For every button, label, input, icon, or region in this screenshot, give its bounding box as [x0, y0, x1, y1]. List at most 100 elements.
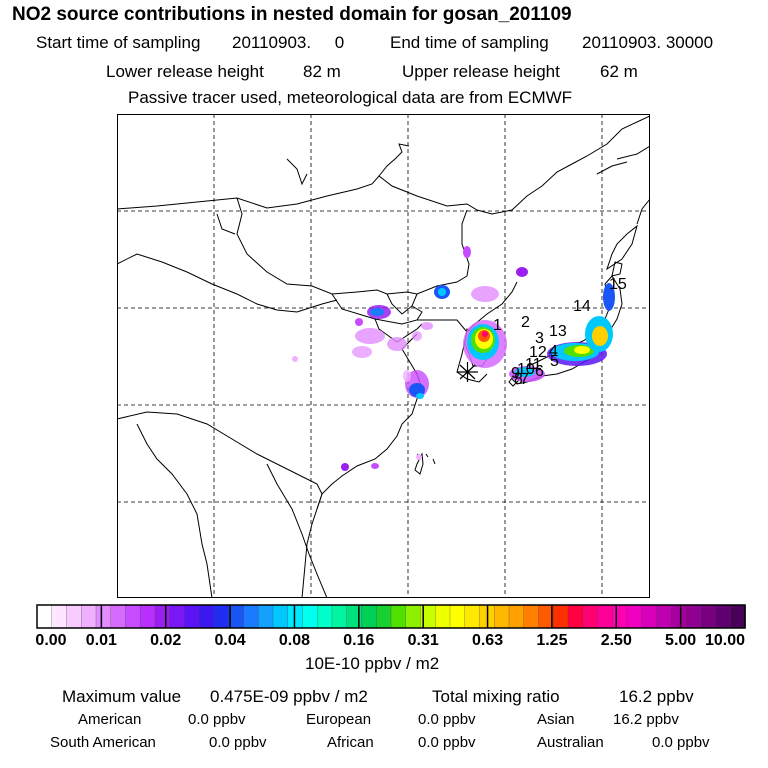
colorbar-tick-label: 0.63 — [471, 632, 504, 649]
start-time-label: Start time of sampling — [36, 33, 201, 52]
colorbar-cell — [405, 604, 422, 629]
upper-release-label: Upper release height — [402, 62, 560, 81]
receptor-label: 5 — [550, 353, 559, 370]
colorbar-cell — [184, 604, 201, 629]
receptor-labels: 1 2 3 13 12 4 5 11 10 6 9 8 7 14 15 — [493, 276, 627, 388]
colorbar-cell — [508, 604, 525, 629]
colorbar-tick-label: 0.02 — [150, 632, 182, 649]
total-mixing-value: 16.2 ppbv — [619, 687, 694, 706]
colorbar-cell — [376, 604, 392, 629]
colorbar-cell — [331, 604, 348, 629]
receptor-label: 2 — [521, 314, 530, 331]
colorbar-cell — [715, 604, 732, 629]
colorbar-cell — [36, 604, 53, 629]
end-time-value: 20110903. 30000 — [582, 33, 714, 52]
max-value: 0.475E-09 ppbv / m2 — [210, 687, 368, 706]
colorbar-cell — [361, 604, 378, 629]
receptor-label: 8 — [514, 371, 523, 388]
contribution-plumes — [292, 246, 615, 471]
figure-title: NO2 source contributions in nested domai… — [12, 4, 572, 25]
lower-release-value: 82 m — [303, 62, 341, 81]
colorbar-cell — [464, 604, 481, 629]
region-value: 0.0 ppbv — [418, 734, 476, 751]
colorbar-cell — [582, 604, 599, 629]
colorbar-cell — [317, 604, 333, 629]
colorbar-cell — [169, 604, 186, 629]
region-name: South American — [50, 734, 156, 751]
plume-china-east — [292, 246, 528, 471]
end-time-label: End time of sampling — [390, 33, 549, 52]
colorbar-cell — [110, 604, 127, 629]
receptor-label: 11 — [525, 356, 542, 373]
region-name: African — [327, 734, 374, 751]
colorbar-tick-label: 10.00 — [704, 632, 746, 649]
colorbar-cell — [553, 604, 569, 629]
region-value: 0.0 ppbv — [418, 711, 476, 728]
colorbar-cell — [685, 604, 702, 629]
receptor-label: 10 — [517, 361, 535, 378]
receptor-label: 4 — [549, 343, 558, 360]
region-name: Asian — [537, 711, 575, 728]
colorbar-cell — [66, 604, 83, 629]
colorbar-frame — [36, 604, 746, 629]
receptor-label: 9 — [511, 365, 520, 382]
colorbar — [36, 604, 746, 629]
colorbar-cell — [626, 604, 643, 629]
receptor-label: 12 — [529, 344, 547, 361]
receptor-label: 6 — [535, 363, 544, 380]
asterisk-icon — [457, 362, 478, 382]
colorbar-tick-label: 5.00 — [665, 632, 697, 649]
colorbar-tick-label: 0.16 — [343, 632, 375, 649]
colorbar-cell — [258, 604, 274, 629]
colorbar-cell — [272, 604, 289, 629]
graticule — [117, 114, 650, 598]
colorbar-cell — [140, 604, 156, 629]
total-mixing-label: Total mixing ratio — [432, 687, 560, 706]
colorbar-cell — [700, 604, 717, 629]
colorbar-tick-label: 0.01 — [85, 632, 117, 649]
plume-japan — [509, 283, 615, 382]
receptor-label: 13 — [549, 323, 567, 340]
colorbar-cell — [243, 604, 260, 629]
colorbar-cell — [671, 604, 687, 629]
tracer-note: Passive tracer used, meteorological data… — [128, 88, 573, 107]
colorbar-cell — [213, 604, 230, 629]
lower-release-label: Lower release height — [106, 62, 264, 81]
receptor-label: 1 — [493, 317, 502, 334]
colorbar-cell — [449, 604, 466, 629]
receptor-label: 15 — [609, 276, 627, 293]
colorbar-cell — [597, 604, 614, 629]
colorbar-cell — [346, 604, 363, 629]
colorbar-tick-label: 0.00 — [35, 632, 67, 649]
region-name: Australian — [537, 734, 604, 751]
colorbar-cell — [81, 604, 97, 629]
max-value-label: Maximum value — [62, 687, 182, 706]
colorbar-cell — [612, 604, 628, 629]
colorbar-tick-label: 0.04 — [214, 632, 246, 649]
receptor-label: 3 — [535, 330, 544, 347]
colorbar-cell — [641, 604, 658, 629]
region-name: European — [306, 711, 372, 728]
colorbar-cell — [435, 604, 451, 629]
region-value: 0.0 ppbv — [188, 711, 246, 728]
source-contribution-map: 1 2 3 13 12 4 5 11 10 6 9 8 7 14 15 — [117, 114, 650, 598]
colorbar-cell — [523, 604, 540, 629]
colorbar-tick-label: 0.08 — [278, 632, 311, 649]
colorbar-cell — [730, 604, 746, 629]
colorbar-cell — [567, 604, 584, 629]
colorbar-cell — [390, 604, 407, 629]
plume-korea — [463, 320, 507, 368]
colorbar-cell — [656, 604, 673, 629]
receptor-label: 7 — [520, 371, 529, 388]
colorbar-cell — [199, 604, 215, 629]
receptor-label: 14 — [573, 298, 591, 315]
colorbar-cell — [302, 604, 319, 629]
colorbar-tick-label: 2.50 — [600, 632, 632, 649]
colorbar-cell — [154, 604, 171, 629]
colorbar-cell — [287, 604, 304, 629]
region-name: American — [78, 711, 142, 728]
colorbar-cell — [125, 604, 142, 629]
colorbar-tick-label: 1.25 — [536, 632, 568, 649]
colorbar-cell — [51, 604, 68, 629]
colorbar-cell — [228, 604, 245, 629]
